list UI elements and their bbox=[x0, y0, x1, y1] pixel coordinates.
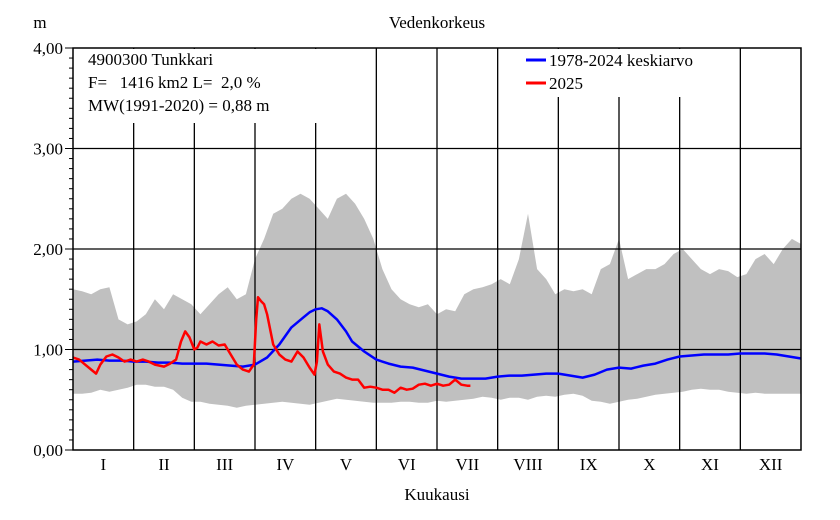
info-mean-water: MW(1991-2020) = 0,88 m bbox=[88, 96, 269, 115]
x-tick-label: I bbox=[100, 455, 106, 474]
x-axis: I II III IV V VI VII VIII IX X XI XII bbox=[100, 455, 782, 474]
x-tick-label: XI bbox=[701, 455, 719, 474]
legend-background bbox=[522, 49, 734, 97]
series-line-2025 bbox=[72, 295, 471, 394]
x-tick-label: XII bbox=[759, 455, 783, 474]
x-tick-label: IV bbox=[276, 455, 295, 474]
info-station: 4900300 Tunkkari bbox=[88, 50, 213, 69]
legend-label-mean: 1978-2024 keskiarvo bbox=[549, 51, 693, 70]
legend-label-2025: 2025 bbox=[549, 74, 583, 93]
x-tick-label: II bbox=[158, 455, 170, 474]
x-tick-label: III bbox=[216, 455, 233, 474]
series-layer bbox=[72, 295, 802, 394]
x-tick-label: IX bbox=[580, 455, 598, 474]
x-tick-label: X bbox=[643, 455, 655, 474]
y-tick-label: 1,00 bbox=[33, 341, 63, 360]
y-tick-label: 3,00 bbox=[33, 140, 63, 159]
info-area: F= 1416 km2 L= 2,0 % bbox=[88, 73, 261, 92]
x-tick-label: VII bbox=[456, 455, 480, 474]
x-tick-label: VIII bbox=[513, 455, 543, 474]
y-tick-label: 2,00 bbox=[33, 240, 63, 259]
chart-title: Vedenkorkeus bbox=[389, 13, 485, 32]
y-tick-label: 4,00 bbox=[33, 39, 63, 58]
y-axis: 0,00 1,00 2,00 3,00 4,00 bbox=[33, 39, 73, 460]
info-box-background bbox=[83, 49, 321, 123]
x-tick-label: VI bbox=[398, 455, 416, 474]
y-tick-label: 0,00 bbox=[33, 441, 63, 460]
series-line-mean bbox=[72, 307, 802, 380]
x-axis-label: Kuukausi bbox=[404, 485, 469, 504]
y-axis-unit-label: m bbox=[33, 13, 46, 32]
x-tick-label: V bbox=[340, 455, 353, 474]
